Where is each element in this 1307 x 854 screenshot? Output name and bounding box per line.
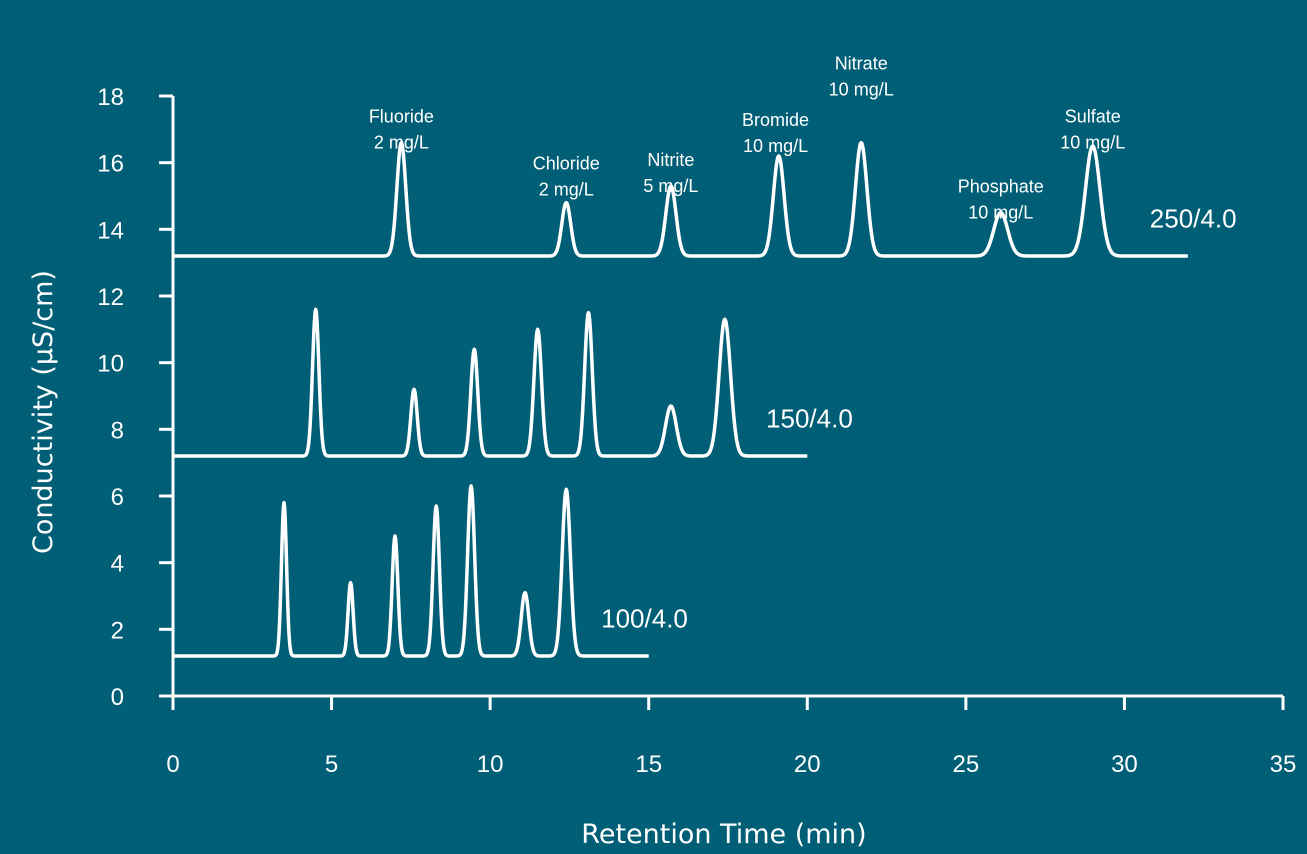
peak-concentration: 10 mg/L [1060, 133, 1125, 153]
peak-name: Sulfate [1065, 107, 1121, 127]
peak-label: Fluoride 2 mg/L [369, 107, 434, 153]
trace-150-4-0 [171, 307, 809, 458]
peak-labels: Fluoride 2 mg/L Chloride 2 mg/L Nitrite 5 mg/… [369, 53, 1125, 222]
peak-label: Nitrite 5 mg/L [643, 150, 698, 196]
x-tick-label: 10 [477, 751, 504, 778]
chromatogram-traces [171, 140, 1189, 658]
y-tick-label: 18 [97, 84, 124, 111]
peak-name: Fluoride [369, 107, 434, 127]
peak-name: Chloride [533, 153, 600, 173]
x-tick-label: 20 [794, 751, 821, 778]
peak-label: Bromide 10 mg/L [742, 110, 809, 156]
peak-label: Phosphate 10 mg/L [958, 177, 1044, 223]
y-tick-label: 4 [111, 551, 124, 578]
peak-concentration: 5 mg/L [643, 176, 698, 196]
trace-label: 250/4.0 [1150, 204, 1237, 234]
y-tick-label: 0 [111, 684, 124, 711]
peak-concentration: 2 mg/L [539, 179, 594, 199]
trace-labels: 250/4.0 150/4.0 100/4.0 [601, 204, 1236, 634]
x-tick-label: 5 [325, 751, 338, 778]
x-tick-label: 35 [1270, 751, 1297, 778]
y-tick-label: 8 [111, 417, 124, 444]
x-tick-label: 25 [953, 751, 980, 778]
y-axis-ticks: 0 2 4 6 8 10 12 14 16 18 [97, 84, 173, 711]
peak-concentration: 10 mg/L [968, 203, 1033, 223]
axes: 0 5 10 15 20 25 30 35 0 2 4 6 8 10 12 14 16 18 [97, 84, 1296, 778]
peak-concentration: 2 mg/L [374, 133, 429, 153]
trace-250-4-0 [171, 140, 1189, 258]
peak-label: Nitrate 10 mg/L [829, 53, 894, 99]
y-tick-label: 6 [111, 484, 124, 511]
y-axis-title: Conductivity (μS/cm) [28, 270, 59, 554]
x-tick-label: 30 [1111, 751, 1138, 778]
x-tick-label: 15 [635, 751, 662, 778]
y-tick-label: 12 [97, 284, 124, 311]
peak-name: Phosphate [958, 177, 1044, 197]
peak-concentration: 10 mg/L [743, 136, 808, 156]
y-tick-label: 16 [97, 151, 124, 178]
x-axis-ticks: 0 5 10 15 20 25 30 35 [166, 696, 1296, 778]
y-tick-label: 10 [97, 351, 124, 378]
peak-name: Bromide [742, 110, 809, 130]
peak-concentration: 10 mg/L [829, 79, 894, 99]
trace-100-4-0 [171, 484, 650, 658]
x-tick-label: 0 [166, 751, 179, 778]
peak-label: Chloride 2 mg/L [533, 153, 600, 199]
trace-label: 100/4.0 [601, 604, 688, 634]
peak-name: Nitrate [835, 53, 888, 73]
y-tick-label: 2 [111, 617, 124, 644]
y-tick-label: 14 [97, 217, 124, 244]
peak-label: Sulfate 10 mg/L [1060, 107, 1125, 153]
peak-name: Nitrite [647, 150, 694, 170]
trace-label: 150/4.0 [766, 404, 853, 434]
x-axis-title: Retention Time (min) [581, 819, 866, 850]
